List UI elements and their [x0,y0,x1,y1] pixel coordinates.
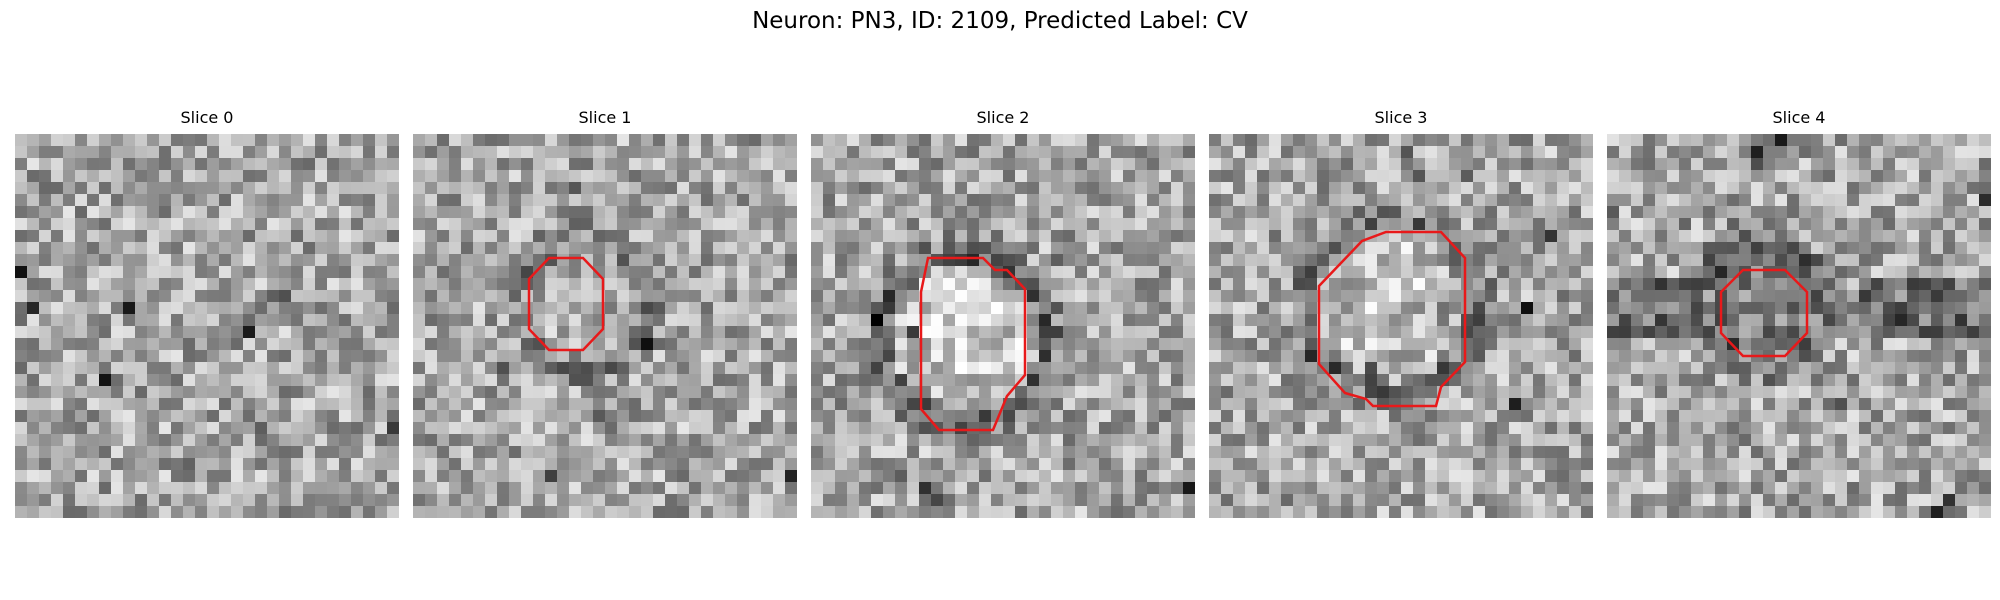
slice-0-title: Slice 0 [180,108,234,127]
figure-title: Neuron: PN3, ID: 2109, Predicted Label: … [752,8,1248,34]
slice-4-title: Slice 4 [1772,108,1826,127]
slice-4-outline [1719,268,1809,358]
slice-1-image [413,134,797,518]
slice-2-pixels [811,134,1195,518]
slice-3-pixels [1209,134,1593,518]
slice-4-image [1607,134,1991,518]
slice-0-image [15,134,399,518]
slice-3-image [1209,134,1593,518]
slice-1-pixels [413,134,797,518]
slice-0-pixels [15,134,399,518]
slice-2-image [811,134,1195,518]
slice-2-title: Slice 2 [976,108,1030,127]
slice-2-outline [919,256,1027,432]
slice-1-outline [527,256,605,352]
slice-4-pixels [1607,134,1991,518]
slice-3-title: Slice 3 [1374,108,1428,127]
slice-3-outline [1317,230,1467,408]
slice-1-title: Slice 1 [578,108,632,127]
